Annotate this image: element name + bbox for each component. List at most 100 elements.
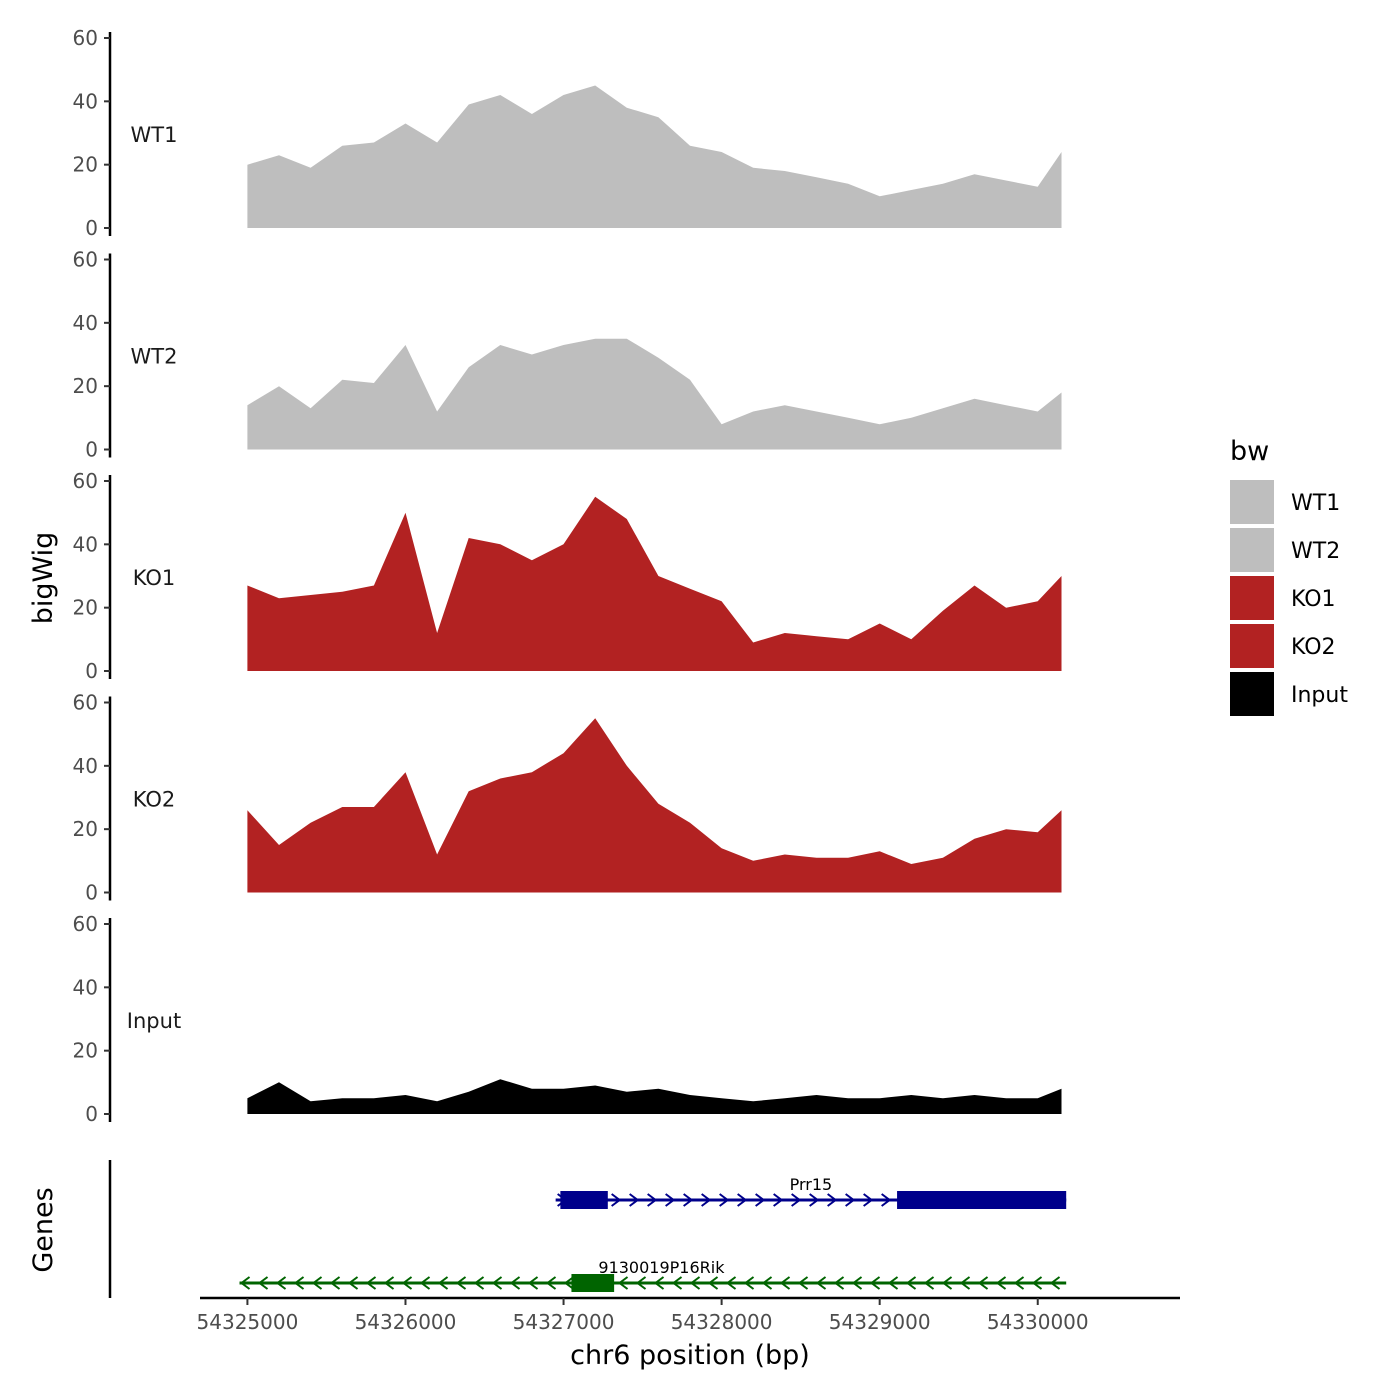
strand-chevron	[719, 1193, 730, 1207]
strand-chevron	[1031, 1276, 1043, 1290]
strand-chevron	[887, 1276, 899, 1290]
track-wt1: 0 20 40 60 WT1	[73, 26, 1062, 240]
track-label-ko2: KO2	[133, 788, 176, 812]
strand-chevron	[257, 1276, 269, 1290]
strand-chevron	[905, 1276, 917, 1290]
strand-chevron	[941, 1276, 953, 1290]
track-input: 0 20 40 60 Input	[73, 912, 1062, 1126]
legend-label-wt1: WT1	[1291, 491, 1340, 516]
y-tick-label: 40	[73, 975, 98, 999]
y-tick-label: 40	[73, 532, 98, 556]
strand-chevron	[815, 1276, 827, 1290]
strand-chevron	[827, 1193, 838, 1207]
legend-label-ko2: KO2	[1291, 635, 1336, 660]
strand-chevron	[545, 1276, 557, 1290]
gene-label: 9130019P16Rik	[598, 1258, 725, 1277]
strand-chevron	[923, 1276, 935, 1290]
legend-swatch-ko1	[1230, 576, 1274, 620]
x-tick-label: 54325000	[197, 1310, 299, 1334]
y-tick-label: 40	[73, 89, 98, 113]
x-tick-label: 54327000	[513, 1310, 615, 1334]
y-tick-label: 60	[73, 691, 98, 715]
strand-chevron	[329, 1276, 341, 1290]
legend-title: bw	[1230, 436, 1269, 467]
y-tick-label: 60	[73, 912, 98, 936]
y-tick-label: 20	[73, 1039, 98, 1063]
exon-block	[897, 1191, 1067, 1209]
area-wt1	[247, 85, 1062, 228]
strand-chevron	[401, 1276, 413, 1290]
area-ko2	[247, 718, 1062, 893]
y-tick-label: 60	[73, 248, 98, 272]
strand-chevron	[689, 1276, 701, 1290]
strand-chevron	[383, 1276, 395, 1290]
strand-chevron	[851, 1276, 863, 1290]
y-tick-label: 20	[73, 153, 98, 177]
y-tick-label: 20	[73, 817, 98, 841]
strand-chevron	[275, 1276, 287, 1290]
strand-chevron	[1013, 1276, 1025, 1290]
exon-block	[560, 1191, 608, 1209]
gene-9130019p16rik: 9130019P16Rik	[239, 1258, 1067, 1292]
y-tick-label: 0	[85, 216, 98, 240]
strand-chevron	[809, 1193, 820, 1207]
strand-chevron	[1049, 1276, 1061, 1290]
strand-chevron	[635, 1276, 647, 1290]
strand-chevron	[347, 1276, 359, 1290]
legend-swatch-wt1	[1230, 480, 1274, 524]
y-tick-label: 0	[85, 1102, 98, 1126]
strand-chevron	[509, 1276, 521, 1290]
legend-swatch-wt2	[1230, 528, 1274, 572]
y-tick-label: 60	[73, 26, 98, 50]
strand-chevron	[683, 1193, 694, 1207]
legend-swatch-input	[1230, 672, 1274, 716]
y-tick-label: 20	[73, 374, 98, 398]
area-wt2	[247, 338, 1062, 450]
strand-chevron	[455, 1276, 467, 1290]
strand-chevron	[239, 1276, 251, 1290]
y-tick-label: 60	[73, 469, 98, 493]
x-axis-title: chr6 position (bp)	[570, 1340, 810, 1371]
strand-chevron	[617, 1276, 629, 1290]
x-tick-label: 54329000	[829, 1310, 931, 1334]
strand-chevron	[419, 1276, 431, 1290]
genes-axis-title: Genes	[28, 1187, 59, 1272]
strand-chevron	[977, 1276, 989, 1290]
strand-chevron	[365, 1276, 377, 1290]
strand-chevron	[833, 1276, 845, 1290]
strand-chevron	[737, 1193, 748, 1207]
strand-chevron	[293, 1276, 305, 1290]
gene-track: Prr15 9130019P16Rik	[108, 1160, 1067, 1298]
strand-chevron	[563, 1276, 575, 1290]
strand-chevron	[869, 1276, 881, 1290]
strand-chevron	[779, 1276, 791, 1290]
y-tick-label: 20	[73, 596, 98, 620]
x-tick-label: 54330000	[987, 1310, 1089, 1334]
exon-block	[571, 1274, 615, 1292]
strand-chevron	[845, 1193, 856, 1207]
strand-chevron	[959, 1276, 971, 1290]
strand-chevron	[629, 1193, 640, 1207]
x-axis: 54325000 54326000 54327000 54328000 54329000…	[197, 1296, 1180, 1334]
gene-prr15: Prr15	[555, 1175, 1067, 1209]
y-axis-title: bigWig	[28, 532, 59, 625]
strand-chevron	[797, 1276, 809, 1290]
y-tick-label: 40	[73, 754, 98, 778]
strand-chevron	[671, 1276, 683, 1290]
track-label-wt2: WT2	[131, 345, 178, 369]
y-tick-label: 40	[73, 311, 98, 335]
signal-tracks: 0 20 40 60 WT1 0 20 40 60 WT2 0 20 40 60 KO1 0 20 40 60 KO2…	[73, 26, 1062, 1126]
strand-chevron	[311, 1276, 323, 1290]
strand-chevron	[611, 1193, 622, 1207]
strand-chevron	[665, 1193, 676, 1207]
strand-chevron	[995, 1276, 1007, 1290]
y-tick-label: 0	[85, 659, 98, 683]
strand-chevron	[653, 1276, 665, 1290]
legend-swatch-ko2	[1230, 624, 1274, 668]
strand-chevron	[701, 1193, 712, 1207]
strand-chevron	[707, 1276, 719, 1290]
area-ko1	[247, 496, 1062, 671]
strand-chevron	[881, 1193, 892, 1207]
gene-label: Prr15	[790, 1175, 833, 1194]
